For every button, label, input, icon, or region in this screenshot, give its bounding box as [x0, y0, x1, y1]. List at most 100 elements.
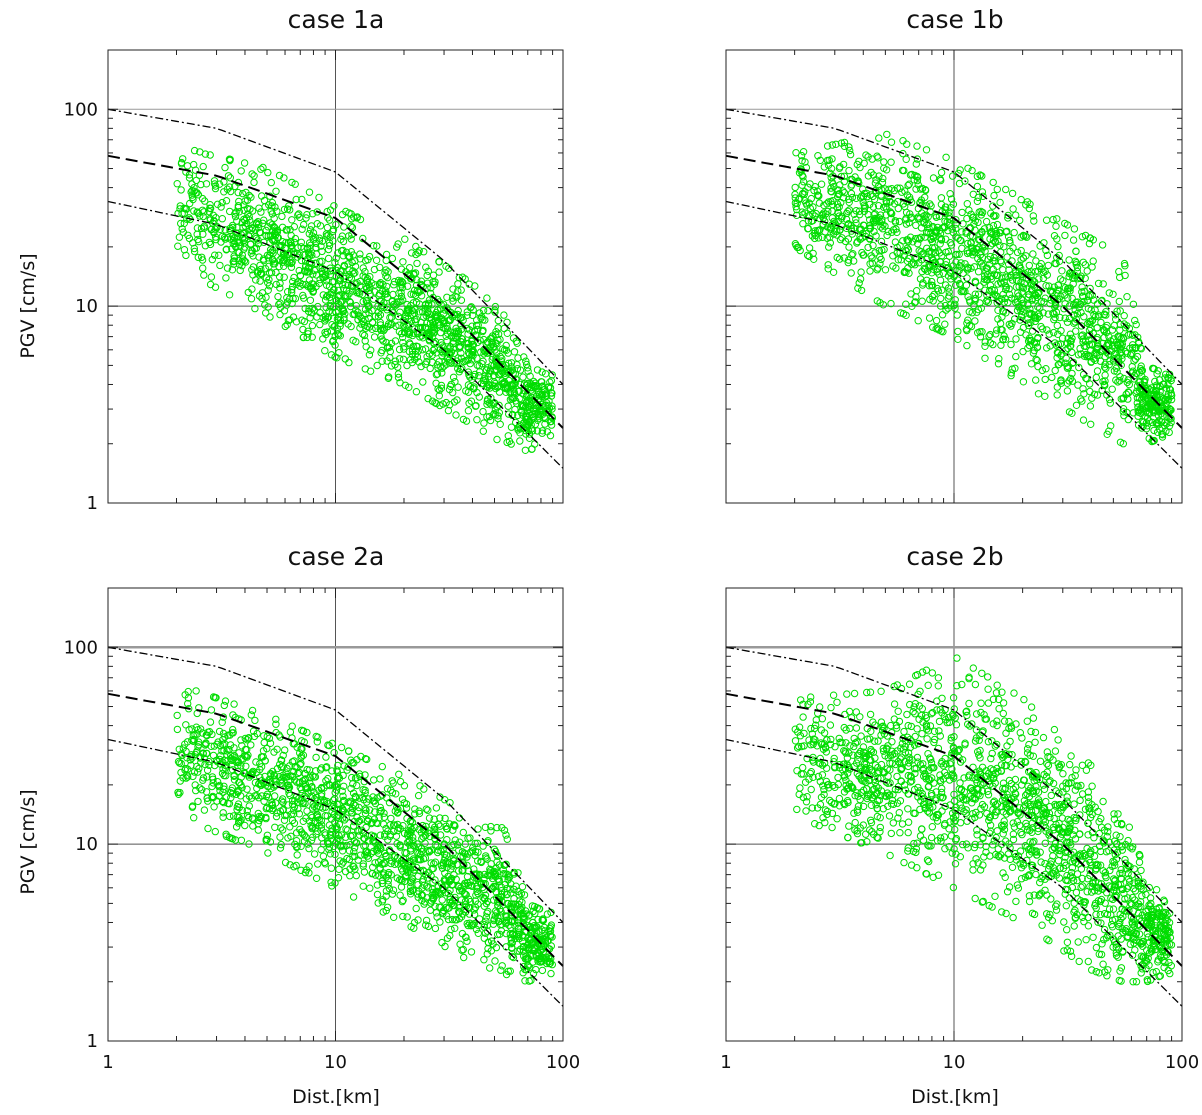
data-point — [264, 286, 272, 294]
data-point — [436, 305, 445, 313]
data-point — [468, 356, 476, 364]
data-point — [211, 251, 219, 259]
data-point — [356, 324, 364, 332]
data-point — [423, 357, 431, 366]
data-point — [296, 271, 305, 280]
data-point — [287, 263, 296, 271]
data-point — [222, 197, 231, 205]
data-point — [306, 314, 314, 322]
data-point — [457, 296, 466, 304]
data-point — [1029, 250, 1037, 258]
data-point — [953, 311, 961, 319]
data-point — [285, 202, 293, 210]
data-point — [352, 871, 360, 880]
data-point — [887, 158, 895, 166]
data-point — [198, 253, 206, 261]
data-point — [1058, 267, 1066, 275]
data-point — [352, 302, 360, 310]
data-point — [1092, 373, 1101, 382]
data-point — [1052, 222, 1060, 230]
data-point — [1012, 211, 1020, 219]
data-point — [272, 715, 280, 723]
data-point — [344, 281, 352, 290]
data-point — [484, 307, 492, 315]
data-point — [356, 250, 364, 258]
data-point — [990, 191, 998, 200]
data-point — [280, 174, 288, 182]
data-point — [913, 142, 921, 150]
data-point — [1132, 320, 1140, 329]
data-point — [345, 273, 354, 282]
data-point — [1017, 195, 1025, 204]
data-point — [1012, 352, 1020, 361]
data-point — [221, 163, 229, 172]
data-point — [487, 361, 496, 370]
data-point — [475, 393, 483, 401]
data-point — [866, 267, 874, 275]
data-point — [962, 281, 971, 289]
data-point — [268, 198, 276, 207]
data-point — [360, 331, 369, 340]
data-point — [289, 294, 297, 303]
data-point — [1112, 315, 1120, 323]
data-point — [1094, 279, 1103, 288]
data-point — [255, 292, 264, 300]
data-point — [981, 354, 989, 362]
data-point — [325, 282, 334, 291]
data-point — [211, 225, 220, 233]
data-point — [454, 383, 462, 391]
data-point — [494, 316, 502, 325]
data-point — [211, 184, 220, 193]
data-point — [298, 195, 306, 204]
data-point — [297, 243, 305, 251]
data-point — [222, 245, 231, 253]
data-point — [204, 824, 212, 833]
data-point — [297, 238, 305, 247]
data-point — [254, 239, 263, 248]
data-point — [185, 234, 194, 243]
data-point — [490, 372, 498, 380]
data-point — [463, 937, 471, 945]
data-point — [857, 268, 865, 276]
data-point — [468, 337, 476, 346]
data-point — [1054, 242, 1062, 251]
data-point — [376, 325, 384, 333]
data-point — [241, 821, 249, 830]
data-point — [475, 372, 483, 380]
data-point — [403, 913, 411, 921]
data-point — [327, 864, 336, 872]
data-point — [248, 170, 256, 178]
data-point — [286, 295, 294, 303]
data-point — [1088, 263, 1096, 271]
data-point — [239, 189, 247, 198]
data-point — [494, 414, 502, 423]
data-point — [435, 392, 443, 400]
data-point — [248, 706, 257, 715]
data-point — [361, 268, 369, 276]
data-point — [483, 294, 491, 302]
data-point — [379, 337, 387, 345]
data-point — [523, 364, 532, 372]
data-point — [393, 298, 401, 306]
data-point — [334, 313, 343, 321]
data-point — [452, 411, 460, 419]
data-point — [324, 254, 333, 263]
data-point — [258, 294, 266, 303]
data-point — [443, 293, 451, 301]
data-point — [402, 800, 411, 808]
data-point — [480, 419, 488, 427]
data-point — [273, 228, 282, 236]
data-point — [948, 172, 957, 180]
data-point — [186, 199, 194, 208]
data-point — [799, 148, 808, 156]
data-point — [311, 259, 320, 267]
data-point — [1053, 321, 1062, 330]
data-point — [353, 213, 361, 221]
data-point — [913, 287, 921, 295]
data-point — [479, 376, 488, 385]
data-point — [362, 343, 370, 351]
data-point — [942, 153, 950, 162]
data-point — [185, 214, 193, 222]
data-point — [894, 204, 902, 213]
data-point — [388, 254, 397, 263]
